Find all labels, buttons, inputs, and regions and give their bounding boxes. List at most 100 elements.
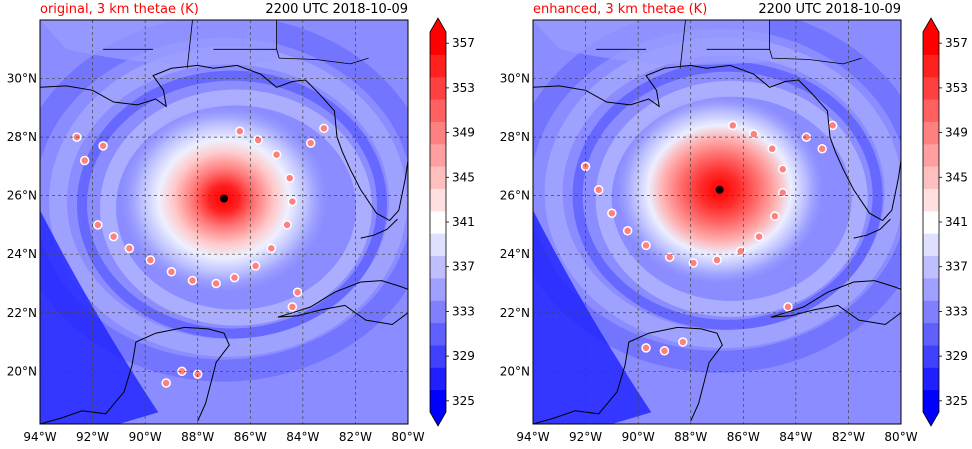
y-tick-label: 30°N xyxy=(7,72,37,86)
convective-cell xyxy=(108,231,119,242)
field-band xyxy=(544,37,901,348)
convective-cell xyxy=(777,164,788,175)
convective-cell xyxy=(817,144,827,154)
convective-cell xyxy=(593,185,604,195)
colorbar-tick-label: 357 xyxy=(452,36,475,50)
colorbar-tick-label: 341 xyxy=(452,215,475,229)
field-background xyxy=(533,20,901,424)
coastline-keys xyxy=(853,218,891,239)
colorbar-segment xyxy=(430,300,446,324)
y-tick-label: 22°N xyxy=(7,306,37,320)
colorbar-segment xyxy=(430,389,446,413)
colorbar-segment xyxy=(923,99,939,122)
convective-cell xyxy=(622,226,633,236)
colorbar-tick-label: 325 xyxy=(945,394,968,408)
field-band xyxy=(49,46,407,357)
field-band xyxy=(533,20,901,373)
convective-cell xyxy=(712,255,722,265)
convective-cell xyxy=(319,123,329,134)
y-tick-label: 26°N xyxy=(7,189,37,203)
panel-title-left: enhanced, 3 km thetae (K) xyxy=(533,2,708,17)
colorbar-segment xyxy=(430,166,446,189)
convective-cell xyxy=(187,275,198,286)
plot-frame xyxy=(532,19,902,425)
colorbar-segment xyxy=(923,121,939,145)
x-tick-label: 86°W xyxy=(234,430,267,444)
panel-title-left: original, 3 km thetae (K) xyxy=(40,2,199,17)
coastline-us xyxy=(533,64,901,222)
coastline-yucatan xyxy=(533,326,723,424)
field-land-region xyxy=(533,20,770,65)
panel-original: original, 3 km thetae (K) 2200 UTC 2018-… xyxy=(7,2,475,444)
colorbar-segment xyxy=(923,76,939,100)
x-tick-label: 80°W xyxy=(391,430,424,444)
convective-cell xyxy=(98,141,108,151)
convective-cell xyxy=(177,366,187,377)
coastline-cuba xyxy=(770,280,901,326)
field-dry-region xyxy=(40,210,159,424)
y-tick-label: 22°N xyxy=(500,306,530,320)
colorbar-segment xyxy=(430,188,446,212)
convective-cell xyxy=(166,267,177,277)
colorbar-segment xyxy=(430,121,446,145)
map-plot-original: 94°W 92°W 90°W 88°W 86°W 84°W 82°W 80°W 20°N 22°N… xyxy=(7,17,475,444)
convective-cell xyxy=(777,187,788,198)
colorbar-segment xyxy=(430,32,446,55)
field-band xyxy=(40,20,408,382)
field-band xyxy=(77,70,387,339)
x-tick-label: 92°W xyxy=(569,430,602,444)
colorbar-tick-label: 325 xyxy=(452,394,475,408)
colorbar-segment xyxy=(923,188,939,212)
storm-center-marker xyxy=(220,194,228,203)
state-border xyxy=(769,49,862,65)
convective-cell xyxy=(801,132,812,142)
convective-cell xyxy=(271,149,282,160)
convective-cell xyxy=(641,343,651,353)
colorbar-frame xyxy=(429,17,447,427)
colorbar-extend-min xyxy=(430,412,446,426)
colorbar-segment xyxy=(923,233,939,257)
colorbar-tick-label: 353 xyxy=(945,81,968,95)
y-tick-label: 24°N xyxy=(500,247,530,261)
colorbar-segment xyxy=(430,367,446,391)
convective-cell xyxy=(145,255,156,265)
colorbar-segment xyxy=(923,32,939,55)
convective-cell xyxy=(678,337,688,347)
convective-cell xyxy=(192,369,203,379)
y-tick-label: 20°N xyxy=(500,364,530,378)
y-tick-label: 20°N xyxy=(7,364,37,378)
convective-cell xyxy=(253,135,263,145)
x-tick-label: 84°W xyxy=(779,430,812,444)
colorbar-tick-label: 345 xyxy=(452,170,475,184)
colorbar-segment xyxy=(923,277,939,301)
convective-cell xyxy=(282,220,292,230)
convective-cell xyxy=(767,144,777,154)
convective-cell xyxy=(287,196,298,207)
colorbar-tick-label: 345 xyxy=(945,170,968,184)
x-tick-label: 84°W xyxy=(286,430,319,444)
panel-time-label: 2200 UTC 2018-10-09 xyxy=(758,2,901,17)
state-border xyxy=(213,20,277,50)
convective-cell xyxy=(749,129,759,139)
field-band xyxy=(100,89,372,326)
convective-cell xyxy=(284,173,295,183)
colorbar-tick-label: 353 xyxy=(452,81,475,95)
panel-enhanced: enhanced, 3 km thetae (K) 2200 UTC 2018-… xyxy=(493,0,972,449)
state-border xyxy=(679,20,686,69)
colorbar-tick-label: 357 xyxy=(945,36,968,50)
x-tick-label: 94°W xyxy=(23,430,56,444)
coastline-cuba xyxy=(277,280,408,326)
colorbar-tick-label: 337 xyxy=(945,260,968,274)
colorbar-segment xyxy=(923,143,939,167)
colorbar-segment xyxy=(923,54,939,78)
convective-cell xyxy=(827,120,838,131)
x-tick-label: 92°W xyxy=(76,430,109,444)
colorbar-segment xyxy=(430,99,446,122)
convective-cell xyxy=(659,346,670,356)
y-tick-label: 28°N xyxy=(500,130,530,144)
y-tick-label: 24°N xyxy=(7,247,37,261)
x-tick-label: 94°W xyxy=(516,430,549,444)
colorbar-segment xyxy=(923,389,939,413)
x-tick-label: 88°W xyxy=(181,430,214,444)
field-background xyxy=(40,20,408,424)
